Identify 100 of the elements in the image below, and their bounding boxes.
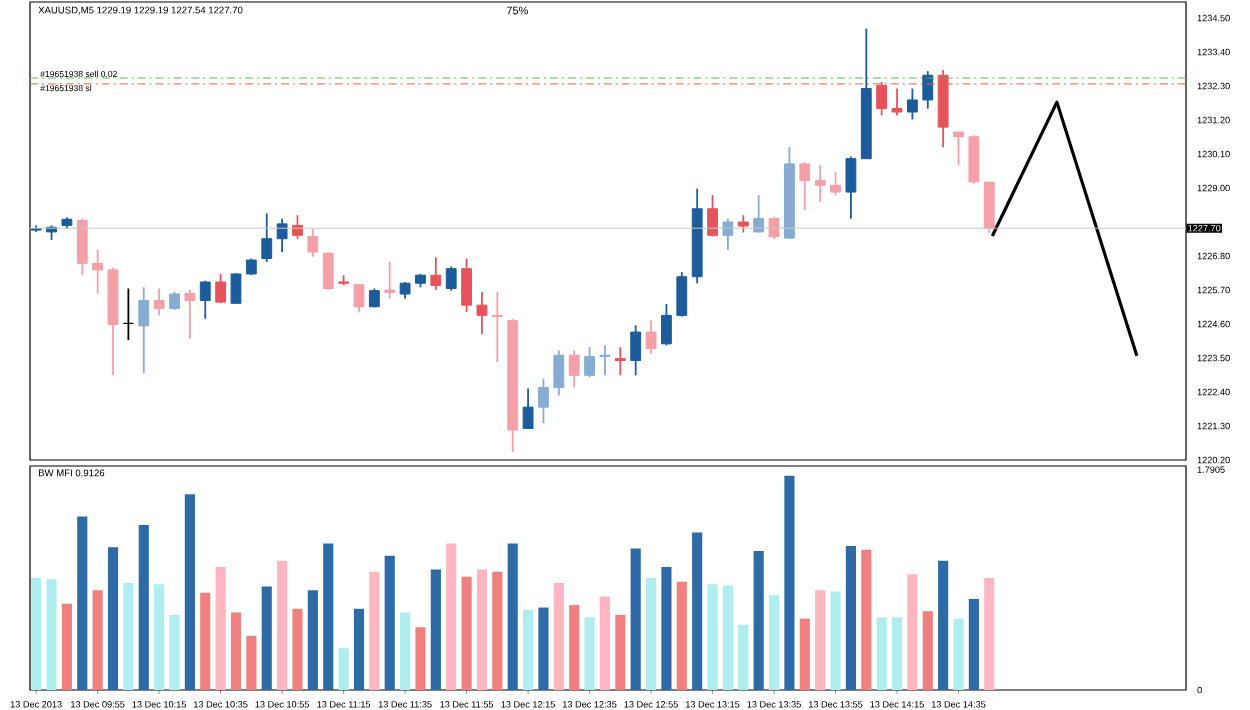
bar (123, 582, 134, 690)
bar (553, 582, 564, 690)
candlestick (199, 279, 211, 320)
bar (353, 608, 365, 690)
candlestick (968, 134, 980, 185)
bar (338, 648, 349, 690)
bar (107, 547, 119, 690)
candlestick (553, 349, 565, 397)
candlestick (661, 303, 672, 347)
bar (169, 614, 180, 690)
candlestick (676, 271, 688, 318)
bar (476, 569, 488, 690)
candlestick (153, 287, 165, 317)
bar (815, 590, 826, 690)
candlestick (491, 290, 503, 363)
bar (261, 586, 272, 690)
bar (722, 585, 733, 690)
bar (876, 617, 887, 690)
bar (645, 578, 657, 690)
bar (492, 571, 503, 690)
bar (31, 578, 42, 690)
candlestick (953, 131, 964, 167)
candlestick (122, 287, 134, 341)
candlestick (630, 324, 642, 377)
candlestick (476, 290, 488, 335)
bar (461, 576, 472, 690)
candlestick (215, 273, 227, 305)
candlestick (753, 194, 765, 234)
candlestick (292, 214, 303, 240)
bar (230, 612, 242, 690)
bar (400, 612, 411, 690)
bar (430, 569, 441, 690)
bar (246, 635, 257, 690)
bar (968, 598, 979, 690)
bar (707, 584, 718, 690)
bar (77, 516, 88, 690)
candlestick (891, 87, 903, 117)
bar (569, 605, 580, 690)
candlestick (922, 70, 934, 110)
candlestick (184, 289, 196, 340)
candlestick (430, 256, 442, 291)
bar (277, 560, 288, 690)
candlestick (983, 181, 995, 235)
candlestick (722, 217, 734, 251)
bar (599, 596, 611, 690)
candlestick (384, 261, 396, 300)
bar (507, 543, 518, 690)
candlestick (276, 217, 288, 253)
candlestick (799, 161, 811, 211)
candlestick (461, 257, 472, 313)
candlestick (568, 349, 580, 389)
bar (861, 549, 872, 690)
bar (784, 475, 795, 690)
candlestick (445, 265, 457, 292)
bar (307, 590, 318, 690)
candlestick (230, 272, 242, 305)
candlestick (322, 251, 334, 291)
bar (61, 603, 72, 690)
candlestick (614, 346, 626, 377)
bar (907, 574, 918, 690)
candlestick (599, 344, 611, 377)
bar (661, 566, 672, 690)
bar (584, 617, 595, 690)
candlestick (138, 286, 150, 375)
candlestick (522, 387, 534, 430)
bar (984, 578, 995, 690)
bar (738, 624, 749, 690)
bar (154, 584, 165, 690)
bar (446, 543, 457, 690)
candlestick (645, 319, 657, 355)
candlestick (814, 164, 826, 203)
bar (938, 560, 949, 690)
bar (92, 590, 103, 690)
candlestick (845, 155, 857, 220)
bar (384, 555, 395, 690)
bar (184, 494, 195, 690)
bar (215, 566, 226, 690)
bar (292, 608, 303, 690)
candlestick (584, 346, 595, 379)
candlestick (830, 171, 841, 197)
candlestick (538, 377, 549, 425)
bar (891, 617, 903, 690)
bar (676, 581, 687, 690)
bar (46, 579, 57, 690)
bar (200, 592, 211, 690)
bar (415, 627, 426, 690)
bar (799, 618, 810, 690)
candlestick (353, 283, 365, 314)
bar (323, 543, 334, 690)
bar (953, 618, 964, 690)
candlestick (92, 248, 104, 295)
bar (523, 610, 534, 690)
candlestick (261, 212, 273, 263)
candlestick (876, 81, 888, 117)
candlestick (707, 194, 718, 238)
bar (830, 591, 841, 690)
bar (753, 550, 764, 690)
bar (692, 532, 703, 690)
bar (615, 614, 626, 690)
candlestick (76, 217, 88, 277)
